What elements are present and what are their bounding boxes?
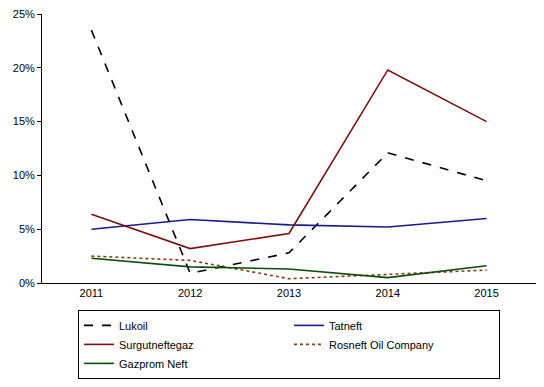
svg-text:5%: 5% <box>19 223 35 235</box>
svg-text:10%: 10% <box>13 169 35 181</box>
svg-text:15%: 15% <box>13 115 35 127</box>
svg-text:2012: 2012 <box>178 287 202 299</box>
svg-text:Rosneft Oil Company: Rosneft Oil Company <box>329 339 434 351</box>
svg-text:2011: 2011 <box>80 287 104 299</box>
svg-text:2013: 2013 <box>277 287 301 299</box>
svg-text:Surgutneftegaz: Surgutneftegaz <box>119 339 194 351</box>
svg-text:Gazprom Neft: Gazprom Neft <box>119 358 187 370</box>
svg-text:20%: 20% <box>13 62 35 74</box>
svg-text:2014: 2014 <box>376 287 400 299</box>
svg-text:2015: 2015 <box>474 287 498 299</box>
svg-text:Tatneft: Tatneft <box>329 320 362 332</box>
svg-text:Lukoil: Lukoil <box>119 320 148 332</box>
svg-text:25%: 25% <box>13 8 35 20</box>
svg-text:0%: 0% <box>19 277 35 289</box>
